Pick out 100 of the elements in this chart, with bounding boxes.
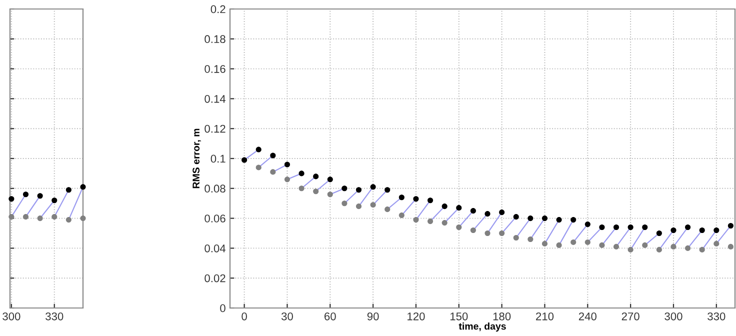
point (642, 242, 648, 248)
point (298, 170, 304, 176)
point (327, 192, 333, 198)
point (370, 184, 376, 190)
point (22, 192, 29, 198)
point (656, 246, 662, 252)
point (470, 227, 476, 234)
point (685, 245, 691, 251)
point (513, 214, 519, 220)
point (570, 239, 576, 245)
point (556, 242, 562, 248)
y-tick-label: 0.06 (204, 214, 226, 222)
y-tick-label: 0.02 (204, 274, 226, 282)
point (484, 230, 490, 236)
y-axis-title: RMS error, m (192, 128, 201, 188)
point (599, 224, 605, 230)
point (398, 194, 404, 200)
point (528, 236, 534, 242)
point (613, 244, 620, 250)
point (256, 146, 262, 152)
point (470, 208, 476, 214)
x-tick-label: 330 (46, 312, 64, 320)
point (384, 187, 390, 193)
point (656, 230, 662, 236)
x-tick-label: 30 (281, 312, 293, 320)
point (66, 187, 72, 193)
point (699, 227, 705, 234)
y-tick-label: 0.14 (204, 94, 226, 103)
point (484, 211, 490, 217)
point (685, 224, 691, 230)
x-tick-label: 90 (367, 312, 379, 320)
y-tick-label: 0.1 (210, 154, 226, 163)
point (714, 227, 720, 234)
point (270, 152, 276, 158)
point (542, 216, 548, 222)
point (370, 202, 376, 208)
point (428, 218, 434, 224)
y-tick-label: 0.12 (204, 124, 226, 133)
x-tick-label: 300 (664, 312, 682, 320)
point (628, 224, 634, 230)
point (52, 198, 58, 204)
point (52, 214, 58, 220)
point (327, 176, 333, 182)
point (528, 216, 534, 222)
x-tick-label: 60 (324, 312, 336, 320)
x-tick-label: 0 (242, 312, 247, 320)
point (313, 174, 319, 180)
point (66, 217, 72, 223)
point (356, 204, 362, 210)
x-tick-label: 300 (2, 312, 20, 320)
point (398, 212, 404, 218)
point (413, 217, 419, 223)
point (670, 244, 676, 250)
point (413, 196, 419, 202)
point (542, 240, 548, 246)
point (728, 222, 734, 229)
point (628, 246, 634, 252)
point (613, 224, 620, 230)
y-tick-label: 0.08 (204, 184, 226, 193)
point (670, 227, 676, 234)
point (584, 239, 590, 245)
point (284, 162, 290, 168)
x-tick-label: 180 (493, 312, 511, 320)
point (37, 193, 43, 199)
point (270, 169, 276, 175)
point (80, 216, 86, 222)
point (313, 188, 319, 194)
point (284, 176, 290, 182)
point (356, 187, 362, 193)
x-tick-label: 270 (622, 312, 640, 320)
point (342, 200, 348, 206)
x-tick-label: 330 (708, 312, 726, 320)
point (456, 224, 462, 230)
point (298, 186, 304, 192)
point (342, 186, 348, 192)
point (22, 214, 29, 220)
point (80, 184, 86, 190)
x-tick-label: 240 (578, 312, 596, 320)
point (728, 244, 734, 250)
point (428, 198, 434, 204)
point (442, 204, 448, 210)
point (499, 210, 505, 216)
point (570, 217, 576, 223)
point (256, 164, 262, 170)
point (714, 240, 720, 246)
point (499, 230, 505, 236)
point (556, 217, 562, 223)
point (642, 224, 648, 230)
x-tick-label: 120 (408, 312, 425, 320)
point (699, 246, 705, 252)
y-tick-label: 0.18 (204, 35, 226, 44)
point (384, 206, 390, 212)
x-tick-label: 150 (450, 312, 468, 320)
point (456, 205, 462, 211)
point (584, 222, 590, 228)
x-axis-title: time, days (458, 322, 506, 332)
y-tick-label: 0.04 (204, 244, 226, 252)
point (513, 234, 519, 241)
point (37, 216, 43, 222)
y-tick-label: 0.2 (210, 5, 226, 14)
